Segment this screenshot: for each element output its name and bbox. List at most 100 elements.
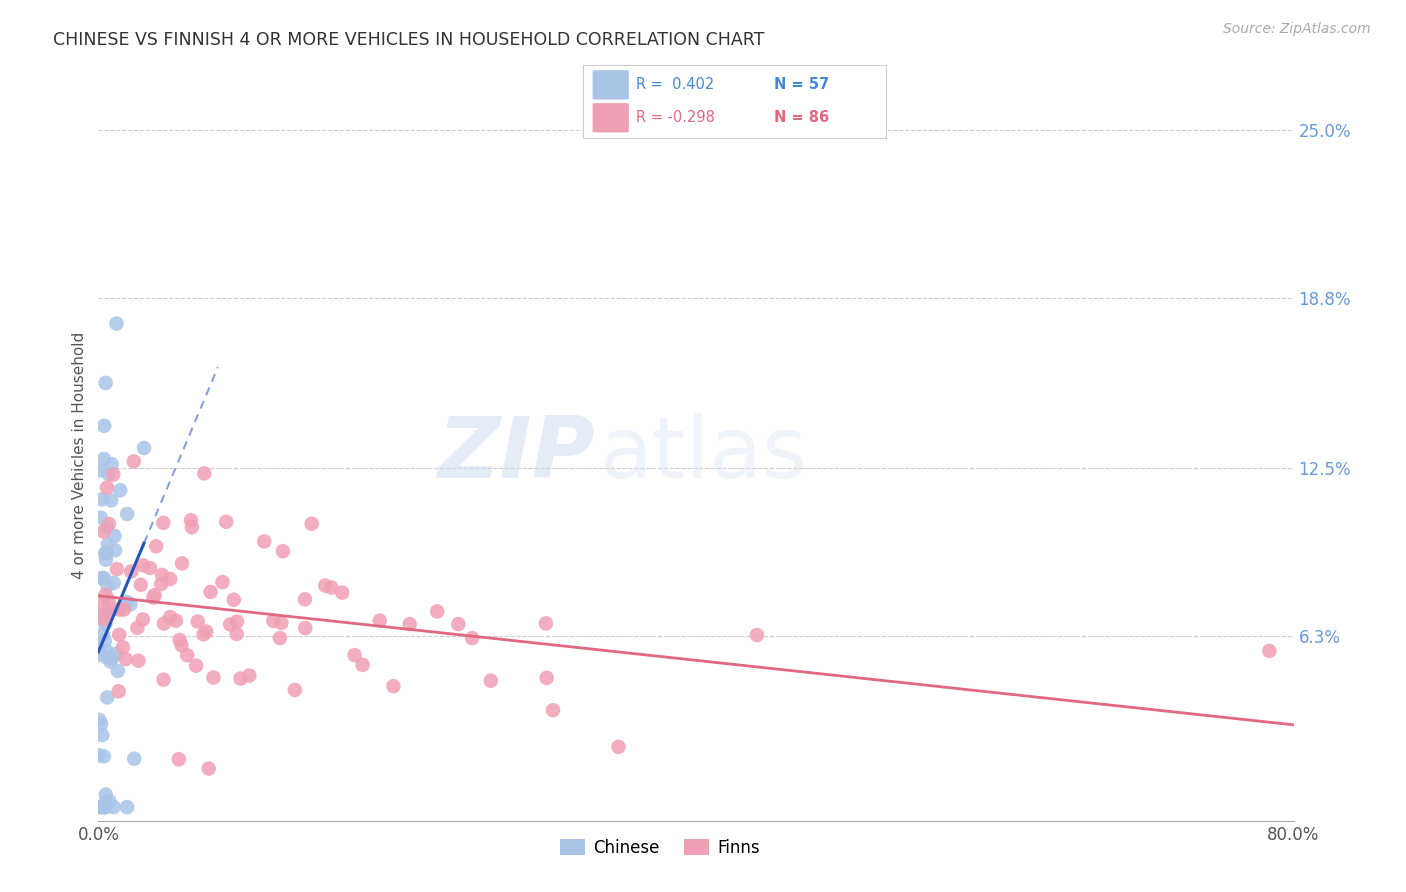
Point	[114, 652, 136, 666]
Point	[152, 673, 174, 687]
Point	[107, 684, 129, 698]
Point	[91, 492, 114, 507]
Point	[100, 457, 122, 471]
Point	[103, 467, 125, 482]
Point	[120, 597, 142, 611]
Point	[122, 752, 145, 766]
Point	[111, 640, 134, 655]
Point	[159, 572, 181, 586]
Point	[93, 524, 115, 539]
Point	[193, 467, 215, 481]
Point	[447, 617, 470, 632]
Point	[132, 558, 155, 573]
Point	[89, 748, 111, 763]
Point	[93, 800, 115, 814]
Point	[132, 441, 155, 455]
Point	[108, 602, 131, 616]
Point	[127, 654, 149, 668]
Point	[101, 651, 124, 665]
Point	[100, 493, 122, 508]
Point	[152, 516, 174, 530]
Point	[271, 544, 294, 558]
Point	[112, 602, 135, 616]
Point	[89, 610, 111, 624]
Point	[96, 690, 118, 705]
Point	[97, 592, 120, 607]
Y-axis label: 4 or more Vehicles in Household: 4 or more Vehicles in Household	[72, 331, 87, 579]
Point	[461, 631, 484, 645]
Point	[89, 648, 111, 662]
Point	[105, 317, 128, 331]
Point	[301, 516, 323, 531]
Point	[145, 539, 167, 553]
Point	[222, 592, 245, 607]
Point	[284, 683, 307, 698]
Point	[170, 638, 193, 652]
Point	[294, 621, 316, 635]
Point	[184, 658, 207, 673]
Point	[89, 800, 111, 814]
Point	[479, 673, 502, 688]
Point	[197, 762, 219, 776]
FancyBboxPatch shape	[592, 70, 628, 100]
Point	[108, 483, 131, 498]
Point	[103, 576, 125, 591]
Point	[215, 515, 238, 529]
Point	[180, 520, 202, 534]
Point	[270, 615, 292, 630]
Point	[150, 577, 173, 591]
Point	[534, 616, 557, 631]
Point	[132, 612, 155, 626]
Point	[607, 739, 630, 754]
Point	[89, 713, 111, 727]
Point	[238, 668, 260, 682]
Point	[94, 800, 117, 814]
Point	[89, 640, 111, 655]
Point	[96, 481, 118, 495]
Point	[91, 596, 114, 610]
Point	[262, 614, 284, 628]
Point	[352, 657, 374, 672]
Point	[94, 376, 117, 390]
Point	[115, 800, 138, 814]
Point	[330, 585, 353, 599]
Point	[745, 628, 768, 642]
Point	[108, 628, 131, 642]
Point	[129, 578, 152, 592]
Point	[96, 520, 118, 534]
Point	[93, 452, 115, 467]
Point	[94, 547, 117, 561]
Point	[165, 614, 187, 628]
Text: N = 57: N = 57	[773, 78, 830, 93]
Point	[97, 516, 120, 531]
Point	[176, 648, 198, 663]
Point	[269, 631, 291, 645]
Point	[90, 510, 112, 524]
Point	[211, 575, 233, 590]
Point	[100, 655, 122, 669]
Text: ZIP: ZIP	[437, 413, 595, 497]
Point	[219, 617, 242, 632]
Point	[104, 543, 127, 558]
Point	[91, 800, 114, 814]
Point	[153, 616, 176, 631]
Point	[97, 467, 120, 481]
Point	[90, 717, 112, 731]
Point	[170, 557, 193, 571]
Point	[139, 561, 162, 575]
Point	[94, 552, 117, 566]
Point	[91, 627, 114, 641]
Point	[541, 703, 564, 717]
Point	[94, 795, 117, 809]
Text: atlas: atlas	[600, 413, 808, 497]
Point	[382, 679, 405, 693]
Point	[103, 529, 125, 543]
Point	[180, 513, 202, 527]
Point	[142, 591, 165, 605]
Point	[368, 614, 391, 628]
Point	[93, 571, 115, 585]
Point	[314, 578, 336, 592]
Point	[103, 800, 125, 814]
Point	[107, 664, 129, 678]
Point	[90, 800, 112, 814]
